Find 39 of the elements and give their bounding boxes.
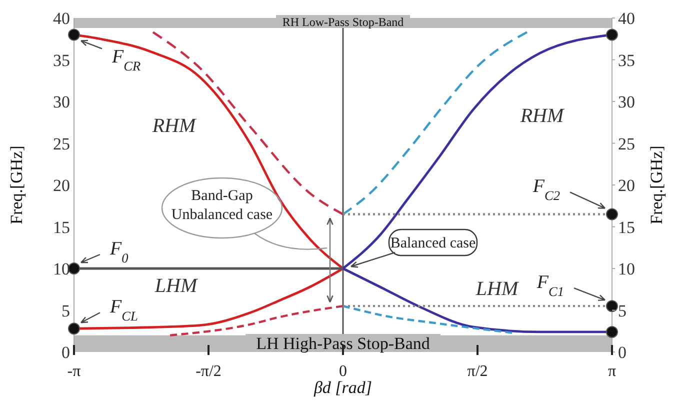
annotation: F$_{CR}$	[111, 46, 141, 74]
y2-tick-label: 15	[618, 218, 635, 237]
y2-tick-label: 25	[618, 134, 635, 154]
annotation: Band-Gap Unbalanced case	[171, 188, 273, 223]
x-tick-label: -π/2	[196, 363, 222, 380]
y2-tick-label: 10	[618, 260, 635, 278]
y2-axis-title: Freq.[GHz]	[647, 146, 666, 224]
band-label: RH Low-Pass Stop-Band	[282, 15, 404, 30]
annotation: RHM	[519, 105, 565, 127]
annotation: LHM	[154, 275, 198, 297]
y-axis-title: Freq.[GHz]	[7, 146, 26, 224]
y-tick-label: 30	[53, 92, 70, 112]
annotation: F$_{0}$	[109, 238, 129, 265]
annotation: F$_{C2}$	[532, 176, 560, 203]
y-tick-label: 25	[53, 134, 70, 154]
y2-tick-label: 40	[618, 9, 635, 28]
band-label: LH High-Pass Stop-Band	[256, 334, 430, 353]
y-tick-label: 10	[53, 260, 70, 278]
y2-tick-label: 30	[618, 92, 635, 112]
y-tick-label: 40	[53, 9, 70, 28]
annotation: F$_{CL}$	[109, 296, 138, 324]
annotation: RHM	[151, 115, 197, 137]
x-tick-label: 0	[339, 363, 347, 380]
y2-tick-label: 20	[618, 176, 635, 195]
y-tick-label: 0	[62, 343, 70, 362]
x-tick-label: π	[608, 363, 616, 380]
x-tick-label: -π	[67, 363, 81, 380]
annotation: Balanced case	[390, 236, 476, 252]
y2-tick-label: 5	[618, 301, 626, 320]
annotation: LHM	[474, 278, 520, 300]
y-tick-label: 20	[53, 176, 70, 195]
y-tick-label: 35	[53, 50, 70, 70]
y2-tick-label: 0	[618, 343, 626, 362]
x-tick-label: π/2	[467, 363, 488, 380]
y-tick-label: 15	[53, 218, 70, 237]
y2-tick-label: 35	[618, 50, 635, 70]
x-axis-title: βd [rad]	[312, 378, 372, 397]
y-tick-label: 5	[62, 301, 70, 320]
annotation: F$_{C1}$	[536, 272, 564, 299]
